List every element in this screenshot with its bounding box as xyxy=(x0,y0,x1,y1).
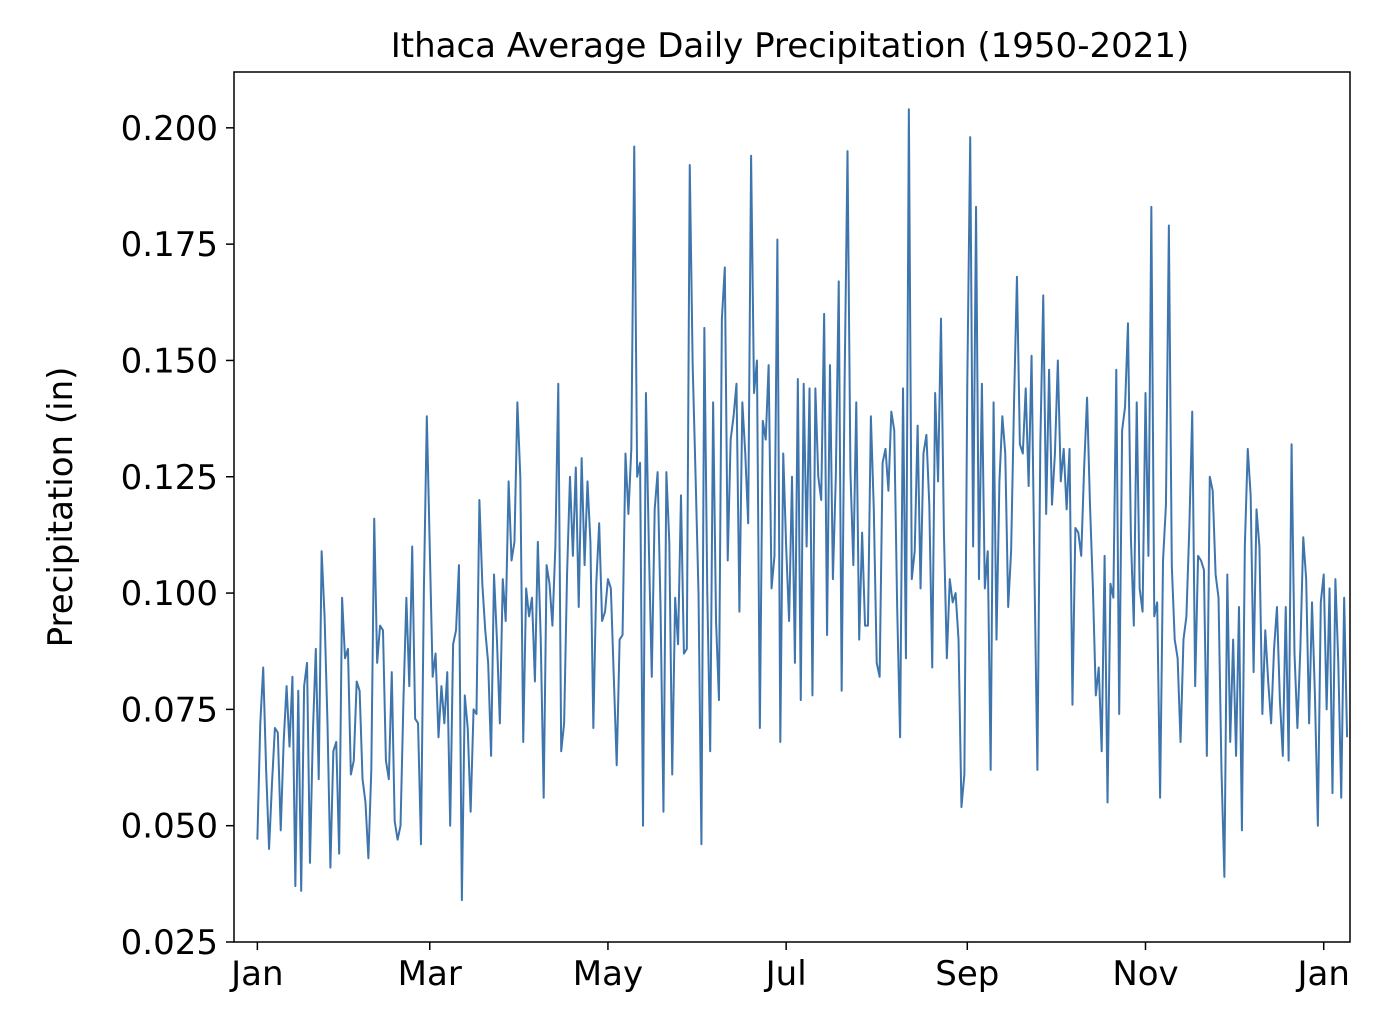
x-tick-label: Nov xyxy=(1112,954,1178,994)
x-tick-label: Jan xyxy=(229,954,283,994)
plot-frame xyxy=(233,71,1351,943)
chart-title: Ithaca Average Daily Precipitation (1950… xyxy=(391,26,1190,66)
plot-area xyxy=(256,108,1349,902)
y-tick-label: 0.125 xyxy=(121,458,218,498)
y-axis-label: Precipitation (in) xyxy=(41,367,81,648)
y-tick-label: 0.025 xyxy=(121,923,218,963)
x-tick-label: May xyxy=(573,954,643,994)
y-axis: 0.025 0.050 0.075 0.100 0.125 0.150 0.175 0.200 xyxy=(121,109,234,963)
x-tick-label: Jul xyxy=(764,954,807,994)
x-axis: Jan Mar May Jul Sep Nov Jan xyxy=(229,942,1350,994)
x-tick-label: Jan xyxy=(1295,954,1349,994)
y-tick-label: 0.050 xyxy=(121,807,218,847)
y-tick-label: 0.200 xyxy=(121,109,218,149)
x-tick-label: Mar xyxy=(398,954,462,994)
x-tick-label: Sep xyxy=(935,954,999,994)
y-tick-label: 0.100 xyxy=(121,574,218,614)
series-line-0 xyxy=(256,108,1349,902)
y-tick-label: 0.175 xyxy=(121,225,218,265)
y-tick-label: 0.075 xyxy=(121,690,218,730)
y-tick-label: 0.150 xyxy=(121,341,218,381)
